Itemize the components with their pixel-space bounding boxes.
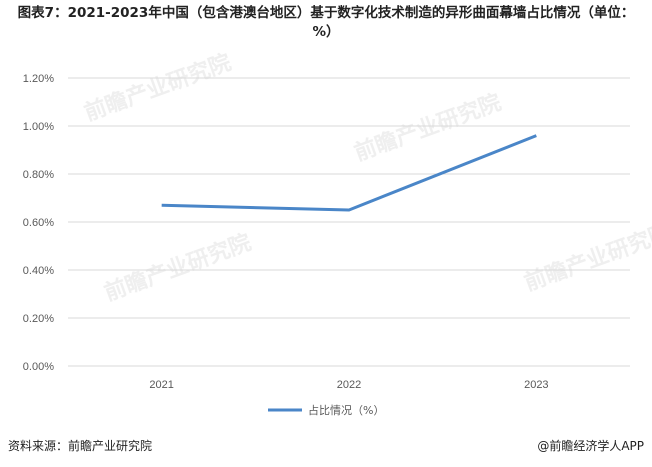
x-tick-label: 2022 bbox=[337, 379, 361, 391]
y-tick-label: 0.80% bbox=[23, 169, 54, 181]
y-axis-ticks: 0.00% 0.20% 0.40% 0.60% 0.80% 1.00% 1.20% bbox=[23, 73, 54, 373]
gridlines bbox=[68, 77, 630, 367]
x-tick-label: 2021 bbox=[149, 379, 173, 391]
chart-title: 图表7：2021-2023年中国（包含港澳台地区）基于数字化技术制造的异形曲面幕… bbox=[17, 5, 635, 40]
x-axis-ticks: 2021 2022 2023 bbox=[149, 379, 548, 391]
brand-credit: @前瞻经济学人APP bbox=[537, 439, 644, 453]
y-tick-label: 0.40% bbox=[23, 265, 54, 277]
y-tick-label: 0.20% bbox=[23, 313, 54, 325]
legend-label: 占比情况（%） bbox=[308, 403, 384, 417]
series-lines bbox=[161, 134, 537, 212]
y-tick-label: 1.20% bbox=[23, 73, 54, 85]
source-note: 资料来源：前瞻产业研究院 bbox=[8, 439, 153, 453]
legend: 占比情况（%） bbox=[268, 403, 384, 417]
series-line bbox=[161, 134, 537, 212]
y-tick-label: 0.60% bbox=[23, 217, 54, 229]
x-tick-label: 2023 bbox=[524, 379, 548, 391]
y-tick-label: 1.00% bbox=[23, 121, 54, 133]
y-tick-label: 0.00% bbox=[23, 361, 54, 373]
